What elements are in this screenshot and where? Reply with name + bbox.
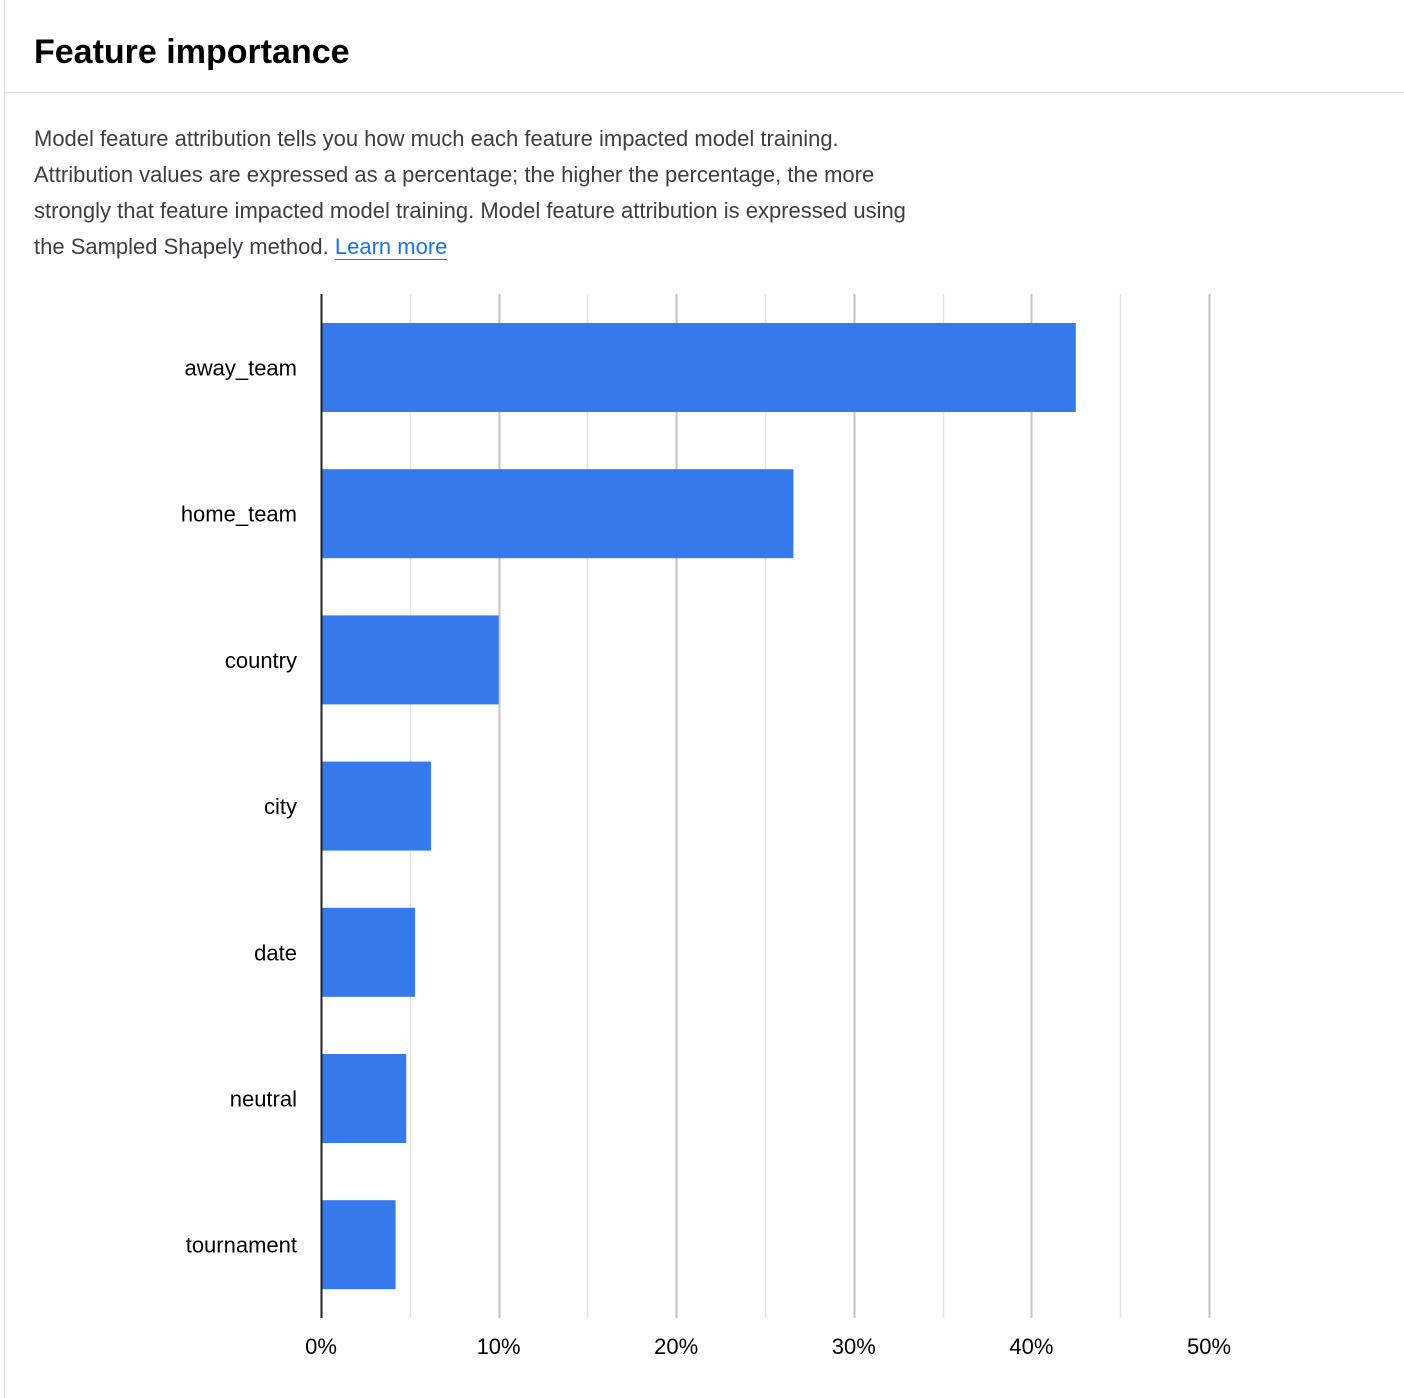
feature-importance-panel: Feature importance Model feature attribu… bbox=[4, 0, 1404, 1398]
x-tick-label: 50% bbox=[1187, 1334, 1231, 1359]
category-label: country bbox=[225, 648, 297, 673]
bar-tournament[interactable] bbox=[321, 1200, 396, 1290]
bar-city[interactable] bbox=[321, 761, 432, 851]
x-tick-label: 10% bbox=[477, 1334, 521, 1359]
category-label: date bbox=[254, 940, 297, 965]
bars bbox=[321, 323, 1076, 1290]
category-label: neutral bbox=[230, 1087, 297, 1112]
x-tick-label: 30% bbox=[832, 1334, 876, 1359]
learn-more-link[interactable]: Learn more bbox=[334, 234, 448, 260]
bar-date[interactable] bbox=[321, 907, 416, 997]
category-label: tournament bbox=[186, 1233, 297, 1258]
bar-away_team[interactable] bbox=[321, 323, 1076, 412]
x-tick-label: 40% bbox=[1009, 1334, 1053, 1359]
category-label: home_team bbox=[181, 502, 297, 527]
bar-home_team[interactable] bbox=[321, 469, 794, 559]
description-text: Model feature attribution tells you how … bbox=[34, 121, 934, 265]
x-tick-label: 20% bbox=[654, 1334, 698, 1359]
description-body: Model feature attribution tells you how … bbox=[34, 126, 906, 259]
panel-title: Feature importance bbox=[34, 33, 350, 71]
category-label: city bbox=[264, 794, 297, 819]
category-label: away_team bbox=[184, 356, 297, 381]
bar-country[interactable] bbox=[321, 615, 499, 705]
x-tick-label: 0% bbox=[305, 1334, 337, 1359]
labels: 0% 10% 20% 30% 40% 50% away_team home_teamcount… bbox=[181, 356, 1231, 1360]
bar-neutral[interactable] bbox=[321, 1054, 407, 1143]
gridlines bbox=[409, 294, 1211, 1318]
panel-header: Feature importance bbox=[5, 0, 1404, 93]
